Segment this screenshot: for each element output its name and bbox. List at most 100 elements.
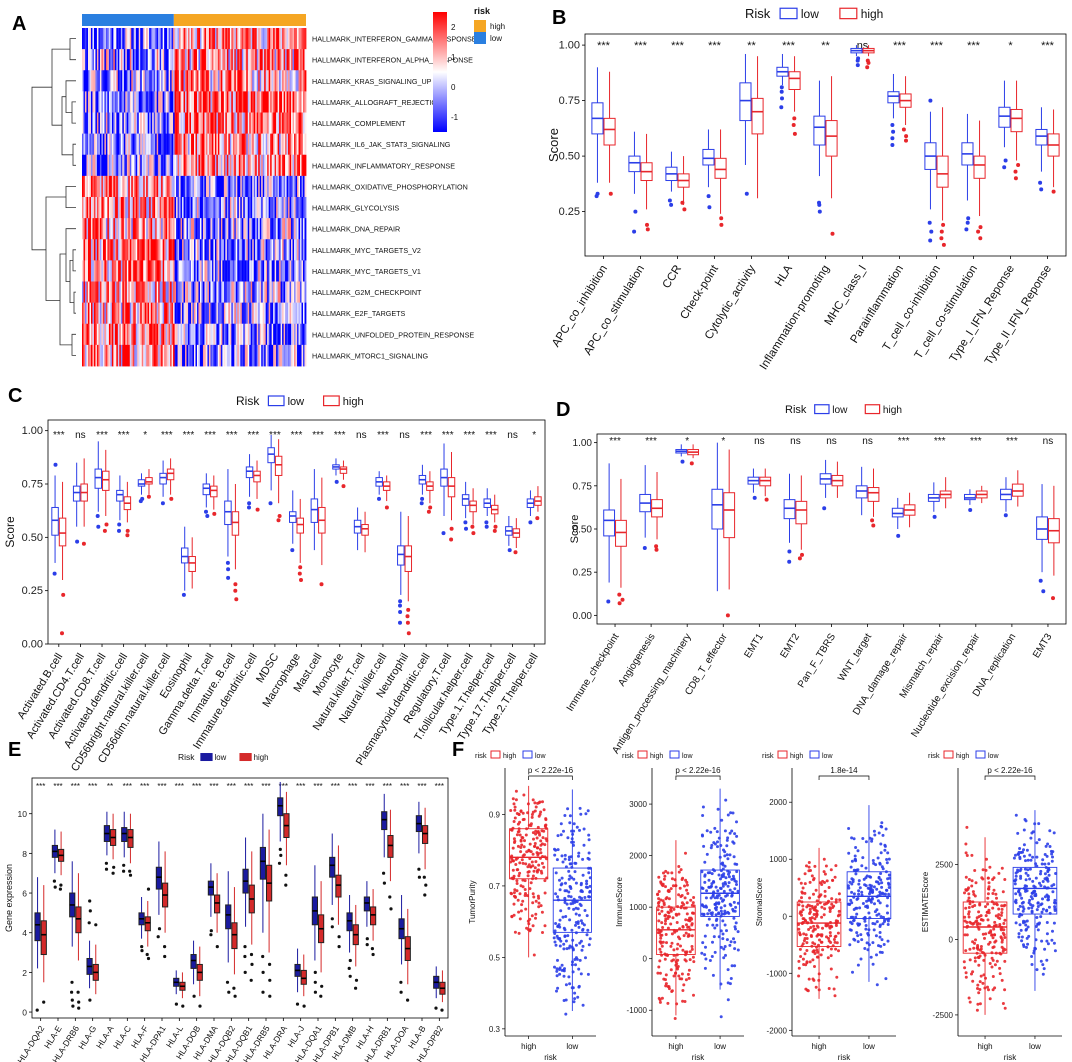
significance-label: *** (140, 782, 149, 791)
heatmap-cell (119, 91, 122, 113)
heatmap-cell (101, 112, 104, 135)
outlier-point (128, 869, 132, 873)
jitter-point (666, 910, 670, 914)
jitter-points (700, 798, 740, 1019)
heatmap-cell (170, 70, 172, 92)
heatmap-cell (98, 218, 101, 240)
heatmap-cell (147, 70, 150, 92)
heatmap-cell (122, 302, 125, 325)
heatmap-cell (129, 281, 132, 304)
box-high (651, 472, 663, 552)
x-category-label: Inflammation-promoting (758, 263, 832, 372)
heatmap-cell (96, 28, 99, 50)
heatmap-cell (297, 175, 299, 198)
box-iqr (891, 507, 904, 518)
heatmap-cell (258, 112, 261, 135)
jitter-point (553, 932, 557, 935)
heatmap-cell (292, 154, 295, 177)
jitter-point (721, 937, 725, 941)
heatmap-cell (146, 70, 149, 92)
jitter-point (527, 870, 531, 874)
outlier-point (112, 865, 116, 869)
outlier-point (212, 511, 217, 516)
heatmap-cell (294, 239, 296, 261)
box-low (702, 129, 715, 210)
heatmap-cell (207, 344, 210, 367)
heatmap-cell (198, 112, 201, 135)
heatmap-cell (102, 344, 105, 367)
heatmap-cell (214, 302, 217, 325)
jitter-point (717, 836, 721, 840)
heatmap-cell (137, 260, 140, 282)
heatmap-cell (137, 154, 140, 177)
jitter-point (511, 859, 515, 863)
heatmap-cell (116, 260, 119, 282)
heatmap-cell (120, 70, 123, 92)
heatmap-cell (146, 323, 149, 346)
jitter-point (801, 891, 804, 895)
heatmap-cell (134, 302, 137, 325)
heatmap-cell (201, 154, 204, 177)
heatmap-cell (246, 239, 249, 261)
heatmap-cell (274, 133, 277, 156)
heatmap-cell (234, 302, 237, 325)
heatmap-cell (205, 302, 208, 325)
heatmap-cell (162, 323, 165, 346)
heatmap-cell (216, 344, 219, 367)
heatmap-cell (276, 175, 279, 198)
heatmap-cell (204, 112, 207, 135)
jitter-point (521, 885, 525, 889)
jitter-point (722, 874, 726, 878)
heatmap-cell (89, 344, 92, 367)
x-category-label: Nucleotide_excision_repair (909, 631, 982, 739)
jitter-point (545, 857, 548, 861)
heatmap-cell (114, 49, 117, 71)
jitter-point (800, 896, 803, 900)
outlier-point (978, 236, 983, 241)
heatmap-cell (214, 260, 217, 282)
heatmap-cell (216, 112, 219, 135)
heatmap-cell (204, 239, 207, 261)
jitter-point (656, 908, 660, 912)
jitter-point (541, 931, 544, 934)
jitter-point (828, 910, 832, 913)
heatmap-cell (247, 49, 250, 71)
jitter-points (509, 789, 549, 957)
heatmap-cell (105, 91, 108, 113)
heatmap-cell (101, 154, 104, 177)
jitter-point (701, 814, 705, 817)
jitter-point (517, 829, 521, 833)
jitter-point (588, 884, 592, 888)
heatmap-cell (228, 175, 231, 198)
heatmap-cell (167, 239, 170, 261)
box-high (102, 449, 110, 533)
jitter-point (557, 923, 561, 927)
jitter-point (539, 843, 543, 847)
heatmap-cell (156, 323, 159, 346)
heatmap-cell (300, 218, 302, 240)
heatmap-cell (132, 344, 135, 367)
heatmap-cell (140, 260, 143, 282)
heatmap-cell (220, 175, 223, 198)
significance-label: * (532, 430, 536, 441)
heatmap-cell (195, 218, 198, 240)
heatmap-cell (304, 281, 307, 304)
heatmap-cell (108, 323, 111, 346)
heatmap-cell (131, 239, 134, 261)
significance-label: *** (71, 782, 80, 791)
outlier-point (1038, 180, 1043, 185)
heatmap-cell (232, 175, 235, 198)
heatmap-cell (161, 260, 164, 282)
heatmap-cell (216, 302, 219, 325)
heatmap-cell (131, 260, 134, 282)
heatmap-cell (267, 302, 270, 325)
heatmap-cell (164, 49, 167, 71)
outlier-point (299, 578, 303, 582)
pvalue-label: p < 2.22e-16 (675, 766, 721, 775)
heatmap-cell (129, 28, 132, 50)
heatmap-cell (105, 239, 108, 261)
heatmap-cell (131, 28, 134, 50)
heatmap-cell (219, 323, 222, 346)
jitter-point (724, 882, 728, 886)
jitter-point (586, 972, 590, 976)
